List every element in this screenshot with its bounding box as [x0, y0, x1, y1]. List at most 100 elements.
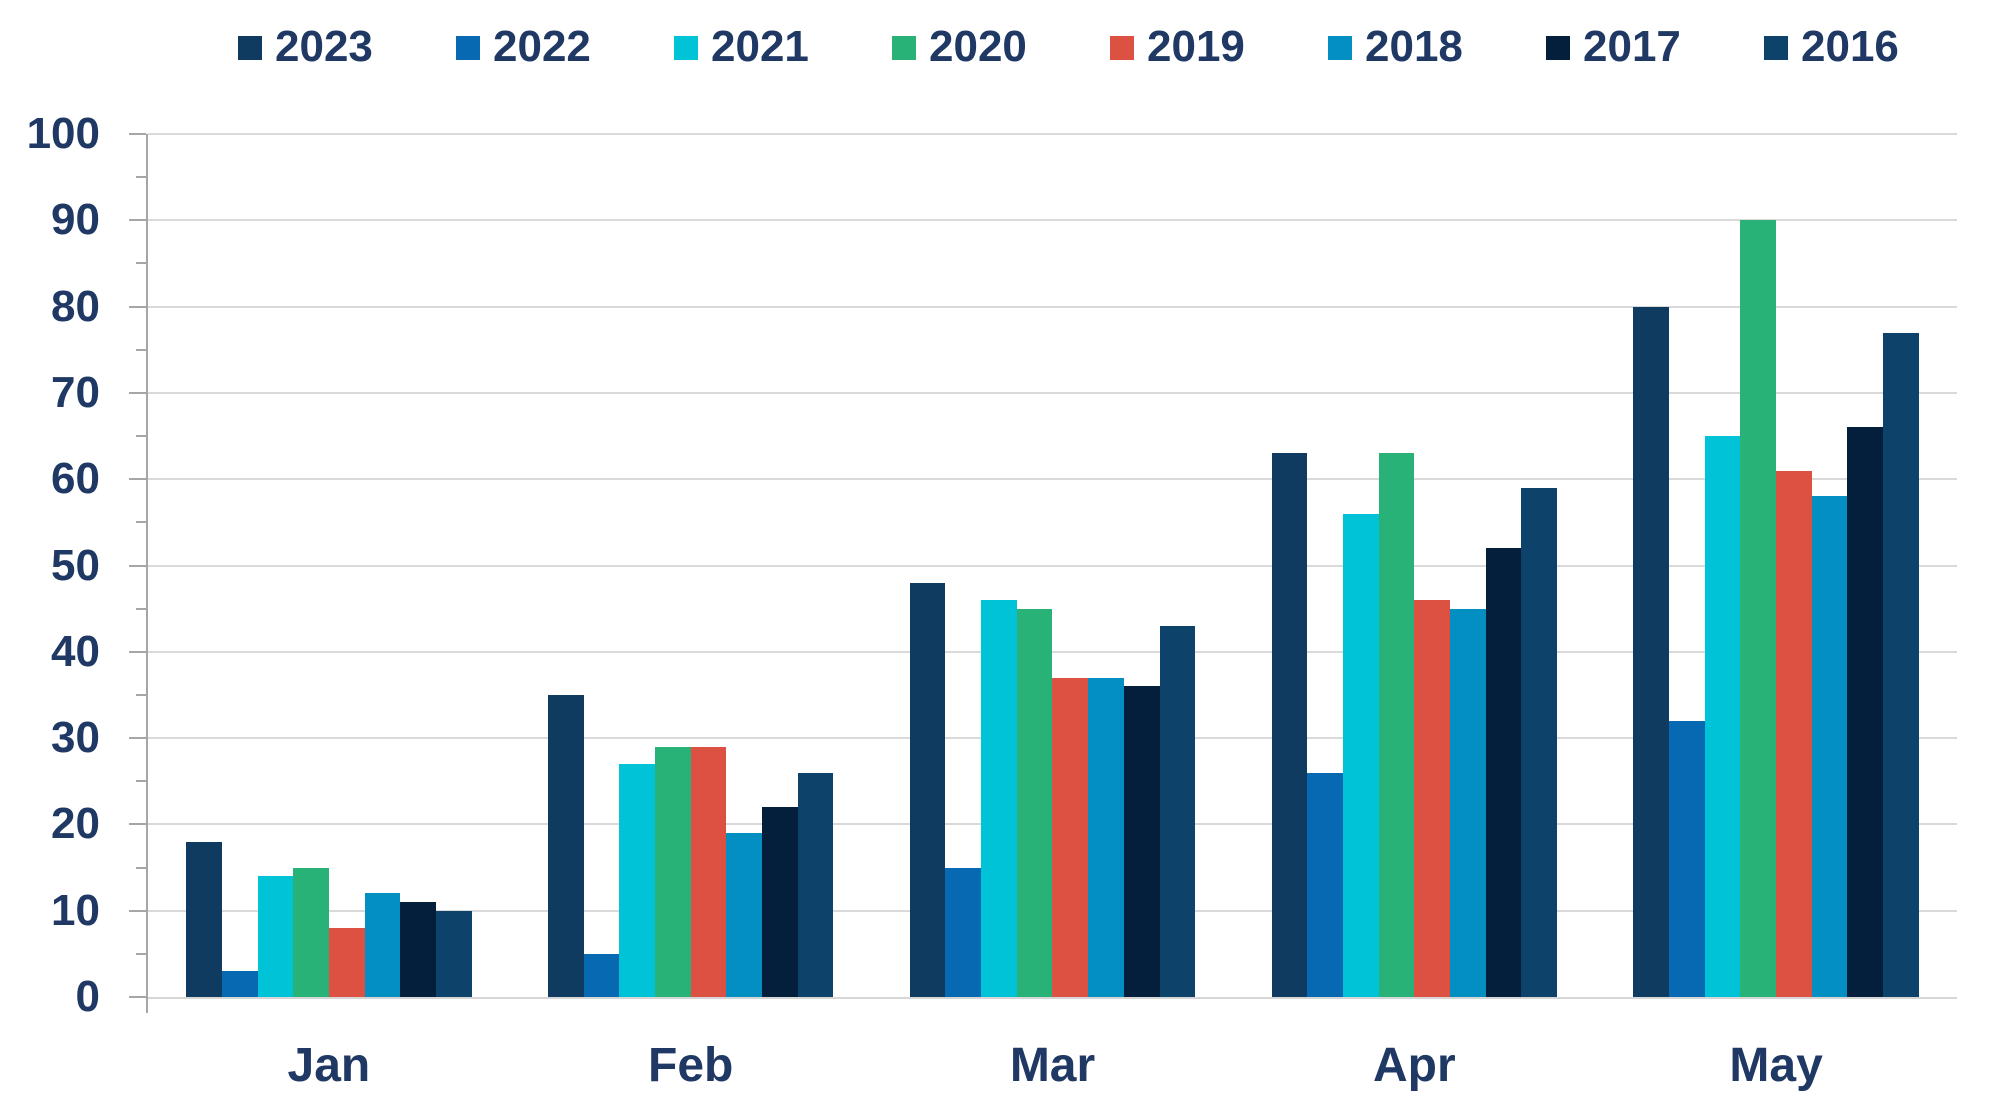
legend-label: 2020 [929, 22, 1027, 71]
bar-2020-Apr [1378, 453, 1415, 997]
legend-swatch-icon [1546, 36, 1570, 60]
legend-swatch-icon [892, 36, 916, 60]
y-axis-tick-label-20: 20 [51, 799, 100, 849]
chart-legend: 2023 2022 2021 2020 2019 2018 2017 2016 [238, 22, 1982, 74]
y-axis-minor-tick-55 [136, 521, 146, 524]
bar-group-Feb [510, 134, 872, 997]
legend-label: 2017 [1583, 22, 1681, 71]
bar-2023-Apr [1271, 453, 1308, 997]
gridline-y-90 [148, 219, 1957, 222]
y-axis-tick-label-50: 50 [51, 540, 100, 590]
plot-area [129, 133, 1957, 1013]
bar-2019-Apr [1414, 600, 1450, 997]
bar-2016-Apr [1521, 487, 1558, 997]
y-axis-major-tick-40 [129, 650, 146, 653]
bar-2018-May [1811, 496, 1848, 997]
y-axis-minor-tick-95 [136, 176, 146, 179]
bar-2016-Feb [797, 772, 834, 997]
y-axis-labels: 0 10 20 30 40 50 60 70 80 90 100 [0, 112, 100, 1019]
bar-2023-Jan [186, 841, 222, 997]
bar-2018-Jan [364, 893, 401, 997]
legend-swatch-icon [674, 36, 698, 60]
x-axis-category-label-May: May [1729, 1039, 1823, 1092]
bar-2017-Apr [1485, 548, 1522, 997]
bar-2019-Jan [328, 927, 365, 997]
x-axis-category-label-Jan: Jan [287, 1039, 371, 1092]
legend-item-2020: 2020 [892, 25, 1110, 71]
y-axis-line [146, 134, 148, 1013]
legend-swatch-icon [238, 36, 262, 60]
bar-2021-May [1704, 436, 1741, 997]
legend-label: 2018 [1365, 22, 1463, 71]
bar-2018-Feb [726, 833, 763, 997]
gridline-y-100 [148, 133, 1957, 135]
legend-swatch-icon [1328, 36, 1352, 60]
bar-2017-Feb [762, 807, 798, 997]
y-axis-tick-label-30: 30 [51, 713, 100, 763]
bar-2021-Jan [257, 876, 294, 997]
bar-2017-Mar [1123, 686, 1160, 997]
gridline-y-50 [148, 564, 1957, 567]
y-axis-tick-label-70: 70 [51, 367, 100, 417]
y-axis-tick-label-40: 40 [51, 626, 100, 676]
y-axis-tick-label-100: 100 [26, 109, 100, 158]
bar-2022-Feb [583, 953, 620, 997]
y-axis-tick-label-10: 10 [51, 885, 100, 935]
legend-item-2016: 2016 [1764, 25, 1982, 71]
bar-2019-May [1776, 470, 1812, 997]
y-axis-tick-label-60: 60 [51, 454, 100, 504]
bar-2016-Mar [1159, 625, 1196, 997]
legend-item-2021: 2021 [674, 25, 892, 71]
y-axis-minor-tick-65 [136, 435, 146, 438]
legend-label: 2016 [1801, 22, 1899, 71]
y-axis-minor-tick-5 [136, 952, 146, 955]
gridline-y-60 [148, 478, 1957, 481]
legend-swatch-icon [1110, 36, 1134, 60]
bar-2019-Mar [1052, 677, 1089, 997]
legend-item-2022: 2022 [456, 25, 674, 71]
gridline-y-40 [148, 650, 1957, 653]
bar-2023-Feb [547, 694, 584, 997]
bar-2020-Jan [293, 867, 329, 997]
bar-2021-Apr [1342, 513, 1379, 997]
y-axis-minor-tick-25 [136, 780, 146, 783]
bar-group-Mar [872, 134, 1234, 997]
legend-label: 2021 [711, 22, 809, 71]
bar-2017-Jan [400, 902, 436, 997]
x-axis-line [148, 997, 1957, 999]
gridline-y-80 [148, 305, 1957, 308]
y-axis-tick-label-80: 80 [51, 281, 100, 331]
y-axis-major-tick-80 [129, 305, 146, 308]
bar-group-Jan [148, 134, 510, 997]
y-axis-major-tick-10 [129, 909, 146, 912]
y-axis-minor-tick-35 [136, 693, 146, 696]
bar-2022-May [1669, 720, 1705, 997]
legend-item-2023: 2023 [238, 25, 456, 71]
legend-item-2018: 2018 [1328, 25, 1546, 71]
bar-2021-Mar [981, 600, 1017, 997]
y-axis-major-tick-30 [129, 737, 146, 740]
gridline-y-70 [148, 391, 1957, 394]
bar-2021-Feb [619, 764, 655, 997]
y-axis-minor-tick-85 [136, 262, 146, 265]
x-axis-category-label-Feb: Feb [648, 1039, 734, 1092]
y-axis-major-tick-60 [129, 478, 146, 481]
y-axis-tick-label-90: 90 [51, 195, 100, 245]
y-axis-major-tick-100 [129, 133, 146, 135]
bar-2017-May [1847, 427, 1884, 997]
legend-item-2019: 2019 [1110, 25, 1328, 71]
y-axis-tick-label-0: 0 [75, 972, 100, 1021]
y-axis-major-tick-20 [129, 823, 146, 826]
bar-2020-May [1740, 220, 1777, 997]
x-axis-category-label-Mar: Mar [1009, 1039, 1096, 1092]
legend-item-2017: 2017 [1546, 25, 1764, 71]
legend-swatch-icon [456, 36, 480, 60]
x-axis-labels: Jan Feb Mar Apr May [148, 1039, 1957, 1110]
bar-2022-Jan [221, 971, 258, 997]
bar-2019-Feb [690, 746, 727, 997]
y-axis-minor-tick-45 [136, 607, 146, 610]
legend-label: 2022 [493, 22, 591, 71]
bar-2020-Mar [1016, 608, 1053, 997]
bar-2018-Mar [1088, 677, 1124, 997]
